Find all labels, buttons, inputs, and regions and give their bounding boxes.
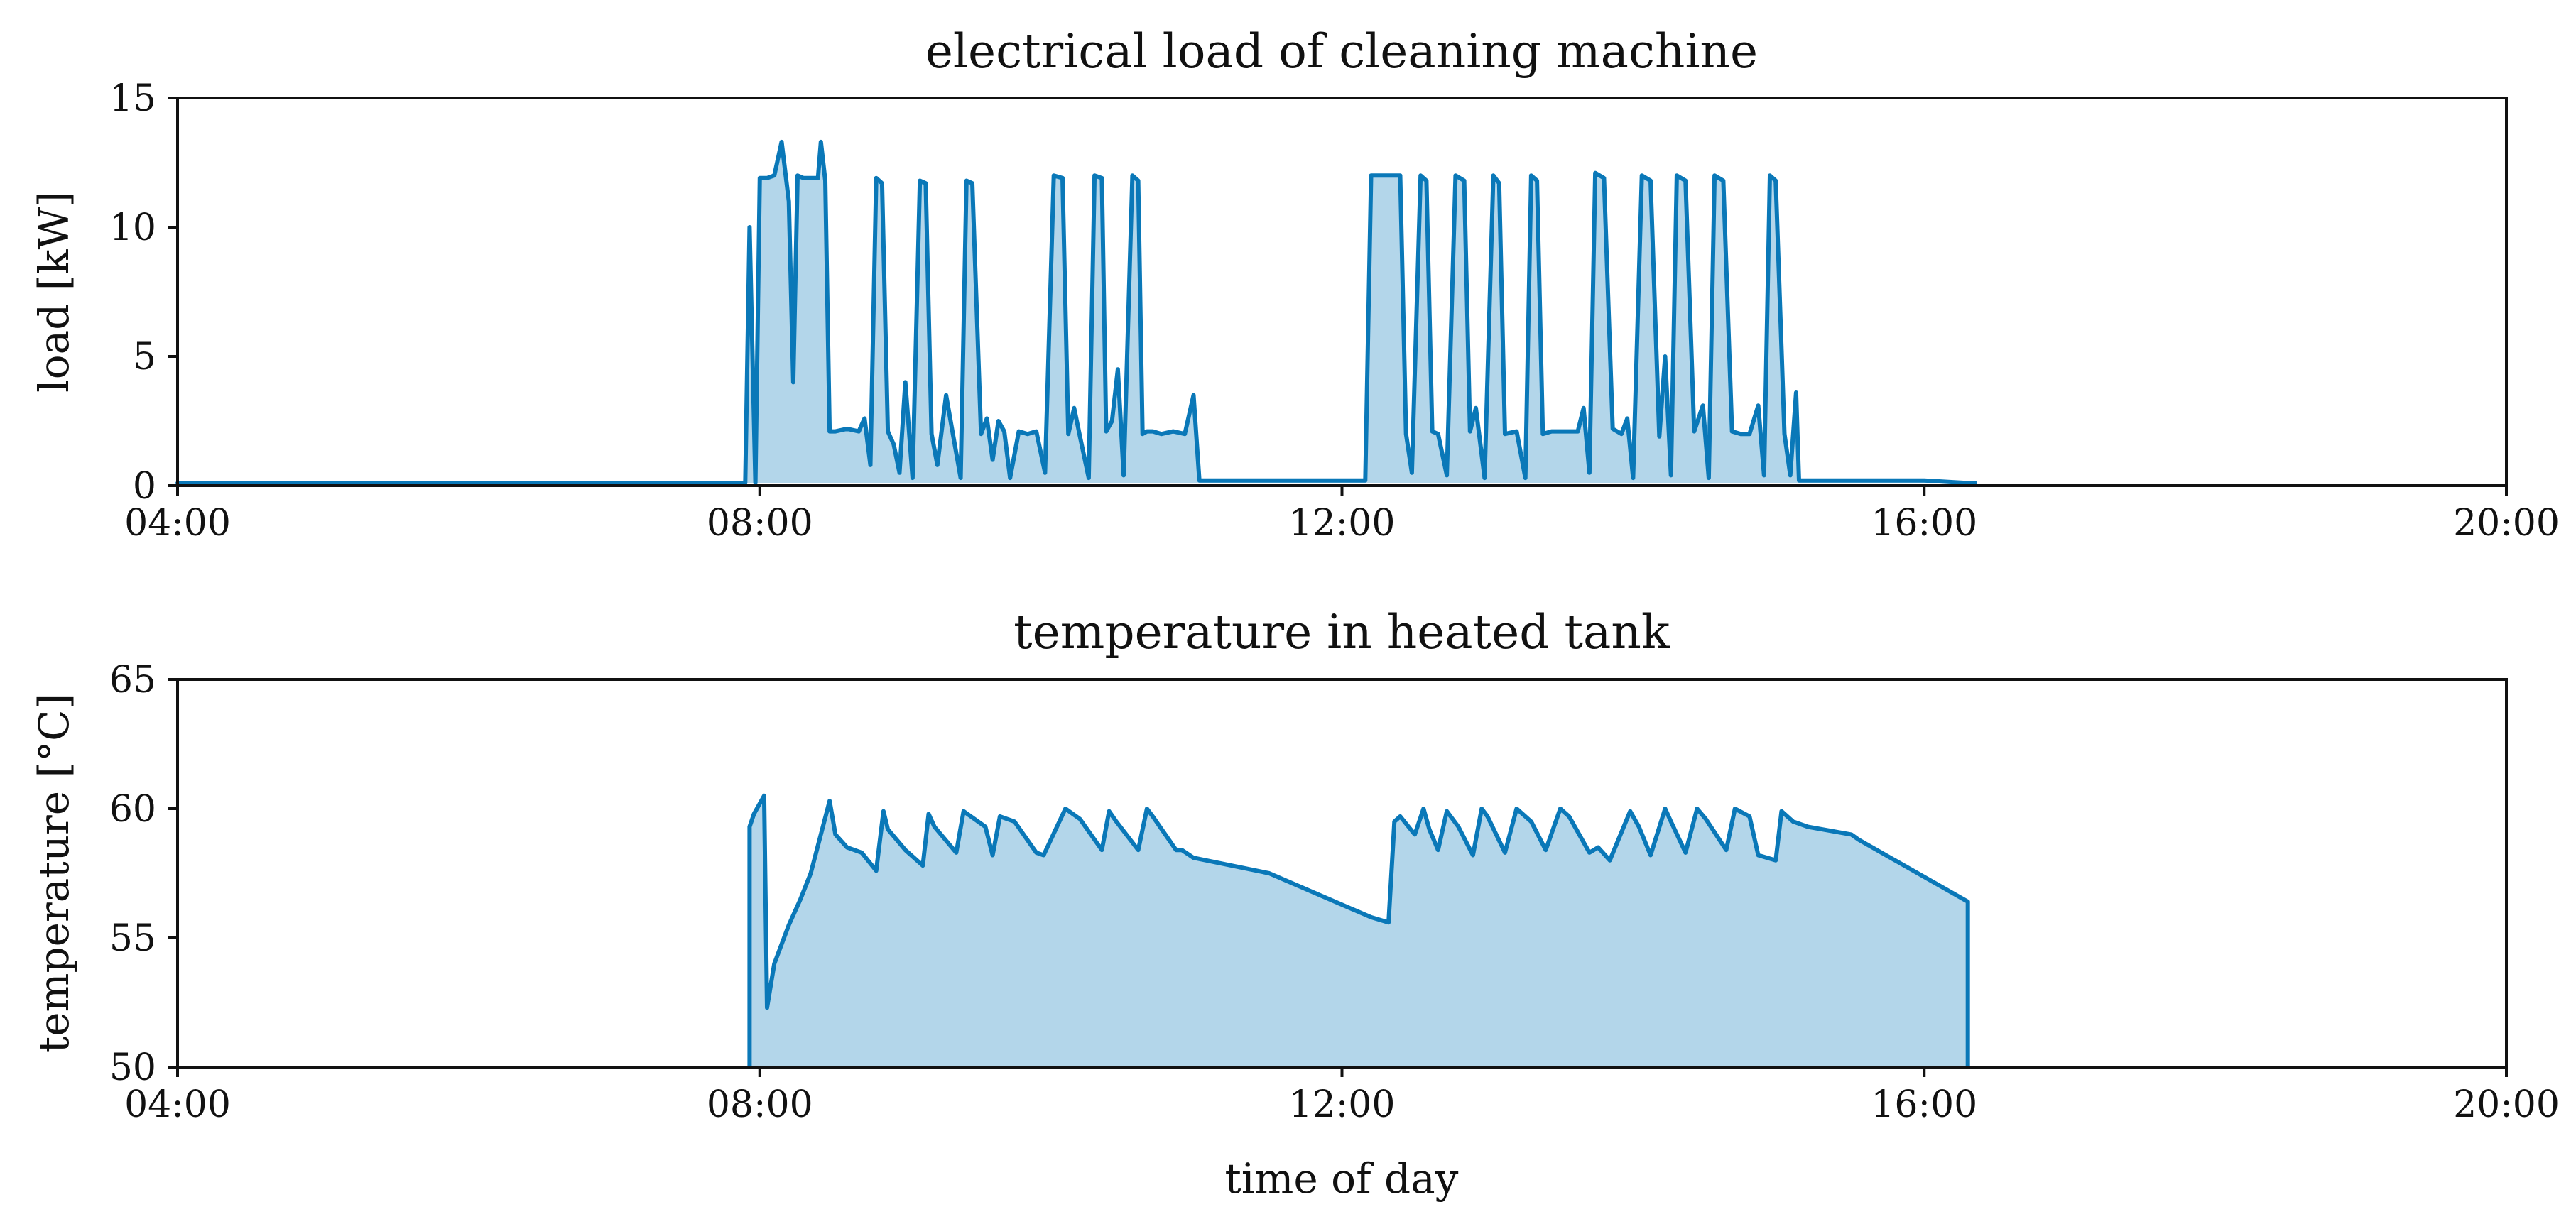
chart-temperature: temperature in heated tank 04:00 08:00 12:… [30, 605, 2560, 1203]
chart-load-ylabel: load [kW] [30, 191, 78, 393]
chart-load: electrical load of cleaning machine 04:0… [30, 24, 2560, 545]
chart-load-series-line [175, 139, 1977, 486]
chart-load-x-tick-label: 16:00 [1871, 502, 1977, 545]
chart-temperature-plot [747, 793, 1970, 1069]
chart-temperature-series-line [747, 793, 1970, 1069]
chart-temperature-x-tick-label: 20:00 [2453, 1083, 2560, 1126]
chart-temperature-series-area [749, 795, 1968, 1067]
chart-load-y-axis: 0 5 10 15 [109, 77, 178, 508]
chart-temperature-x-tick-label: 12:00 [1289, 1083, 1396, 1126]
chart-temperature-y-tick-label: 60 [109, 788, 156, 831]
chart-temperature-y-tick-label: 50 [109, 1047, 156, 1089]
chart-temperature-x-tick-label: 04:00 [124, 1083, 231, 1126]
chart-temperature-title: temperature in heated tank [1013, 605, 1670, 660]
chart-temperature-y-axis: 50 55 60 65 [109, 659, 178, 1089]
chart-temperature-x-axis: 04:00 08:00 12:00 16:00 20:00 [124, 1067, 2560, 1126]
chart-load-x-tick-label: 04:00 [124, 502, 231, 545]
chart-temperature-y-tick-label: 55 [109, 917, 156, 960]
chart-load-series-area [178, 141, 1975, 483]
chart-temperature-x-tick-label: 08:00 [707, 1083, 813, 1126]
chart-load-x-axis: 04:00 08:00 12:00 16:00 20:00 [124, 486, 2560, 545]
chart-load-plot [175, 139, 1977, 486]
chart-load-y-tick-label: 5 [133, 336, 156, 378]
chart-load-x-tick-label: 08:00 [707, 502, 813, 545]
chart-load-x-tick-label: 12:00 [1289, 502, 1396, 545]
chart-load-title: electrical load of cleaning machine [925, 24, 1758, 79]
chart-temperature-y-tick-label: 65 [109, 659, 156, 701]
chart-load-x-tick-label: 20:00 [2453, 502, 2560, 545]
chart-temperature-xlabel: time of day [1225, 1154, 1459, 1203]
chart-load-y-tick-label: 0 [133, 465, 156, 508]
chart-temperature-ylabel: temperature [°C] [30, 694, 78, 1053]
chart-temperature-x-tick-label: 16:00 [1871, 1083, 1977, 1126]
chart-load-y-tick-label: 10 [109, 207, 156, 249]
chart-load-frame [176, 97, 2508, 487]
chart-load-y-tick-label: 15 [109, 77, 156, 120]
